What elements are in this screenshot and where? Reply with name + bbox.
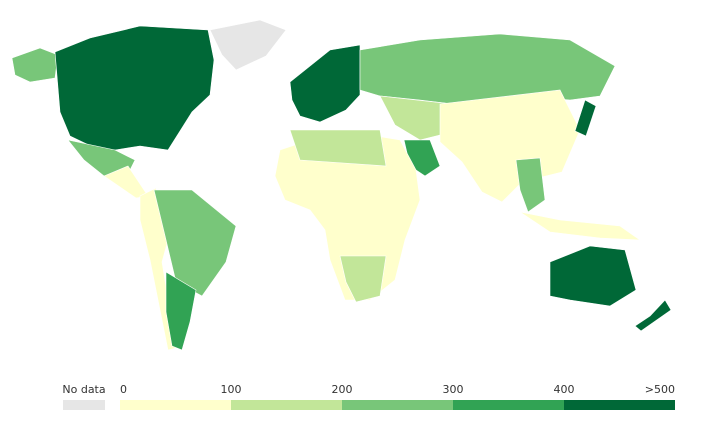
europe	[289, 44, 361, 123]
legend-label: 200	[332, 383, 353, 396]
new-zealand	[634, 299, 672, 332]
no-data-swatch	[63, 400, 105, 410]
japan	[574, 99, 597, 137]
legend: No data 0 100 200 300 400 >500	[62, 383, 675, 410]
legend-label: 100	[221, 383, 242, 396]
southeast-asia	[515, 157, 546, 213]
argentina	[165, 271, 197, 351]
greenland	[209, 19, 287, 71]
legend-label: 0	[120, 383, 127, 396]
legend-label: 300	[443, 383, 464, 396]
legend-bin	[564, 400, 675, 410]
legend-label: 400	[554, 383, 575, 396]
legend-bin	[342, 400, 453, 410]
legend-bin	[120, 400, 231, 410]
australia	[549, 245, 637, 307]
indonesia	[519, 211, 642, 241]
north-america	[54, 25, 215, 151]
legend-label: >500	[645, 383, 675, 396]
alaska	[11, 47, 59, 83]
legend-bin	[453, 400, 564, 410]
map-shapes	[11, 19, 672, 351]
brazil	[153, 189, 237, 297]
russia	[359, 33, 616, 107]
legend-bin	[231, 400, 342, 410]
north-africa	[289, 129, 387, 167]
asia	[439, 89, 581, 203]
no-data-label: No data	[62, 383, 105, 396]
southern-africa	[339, 255, 387, 303]
